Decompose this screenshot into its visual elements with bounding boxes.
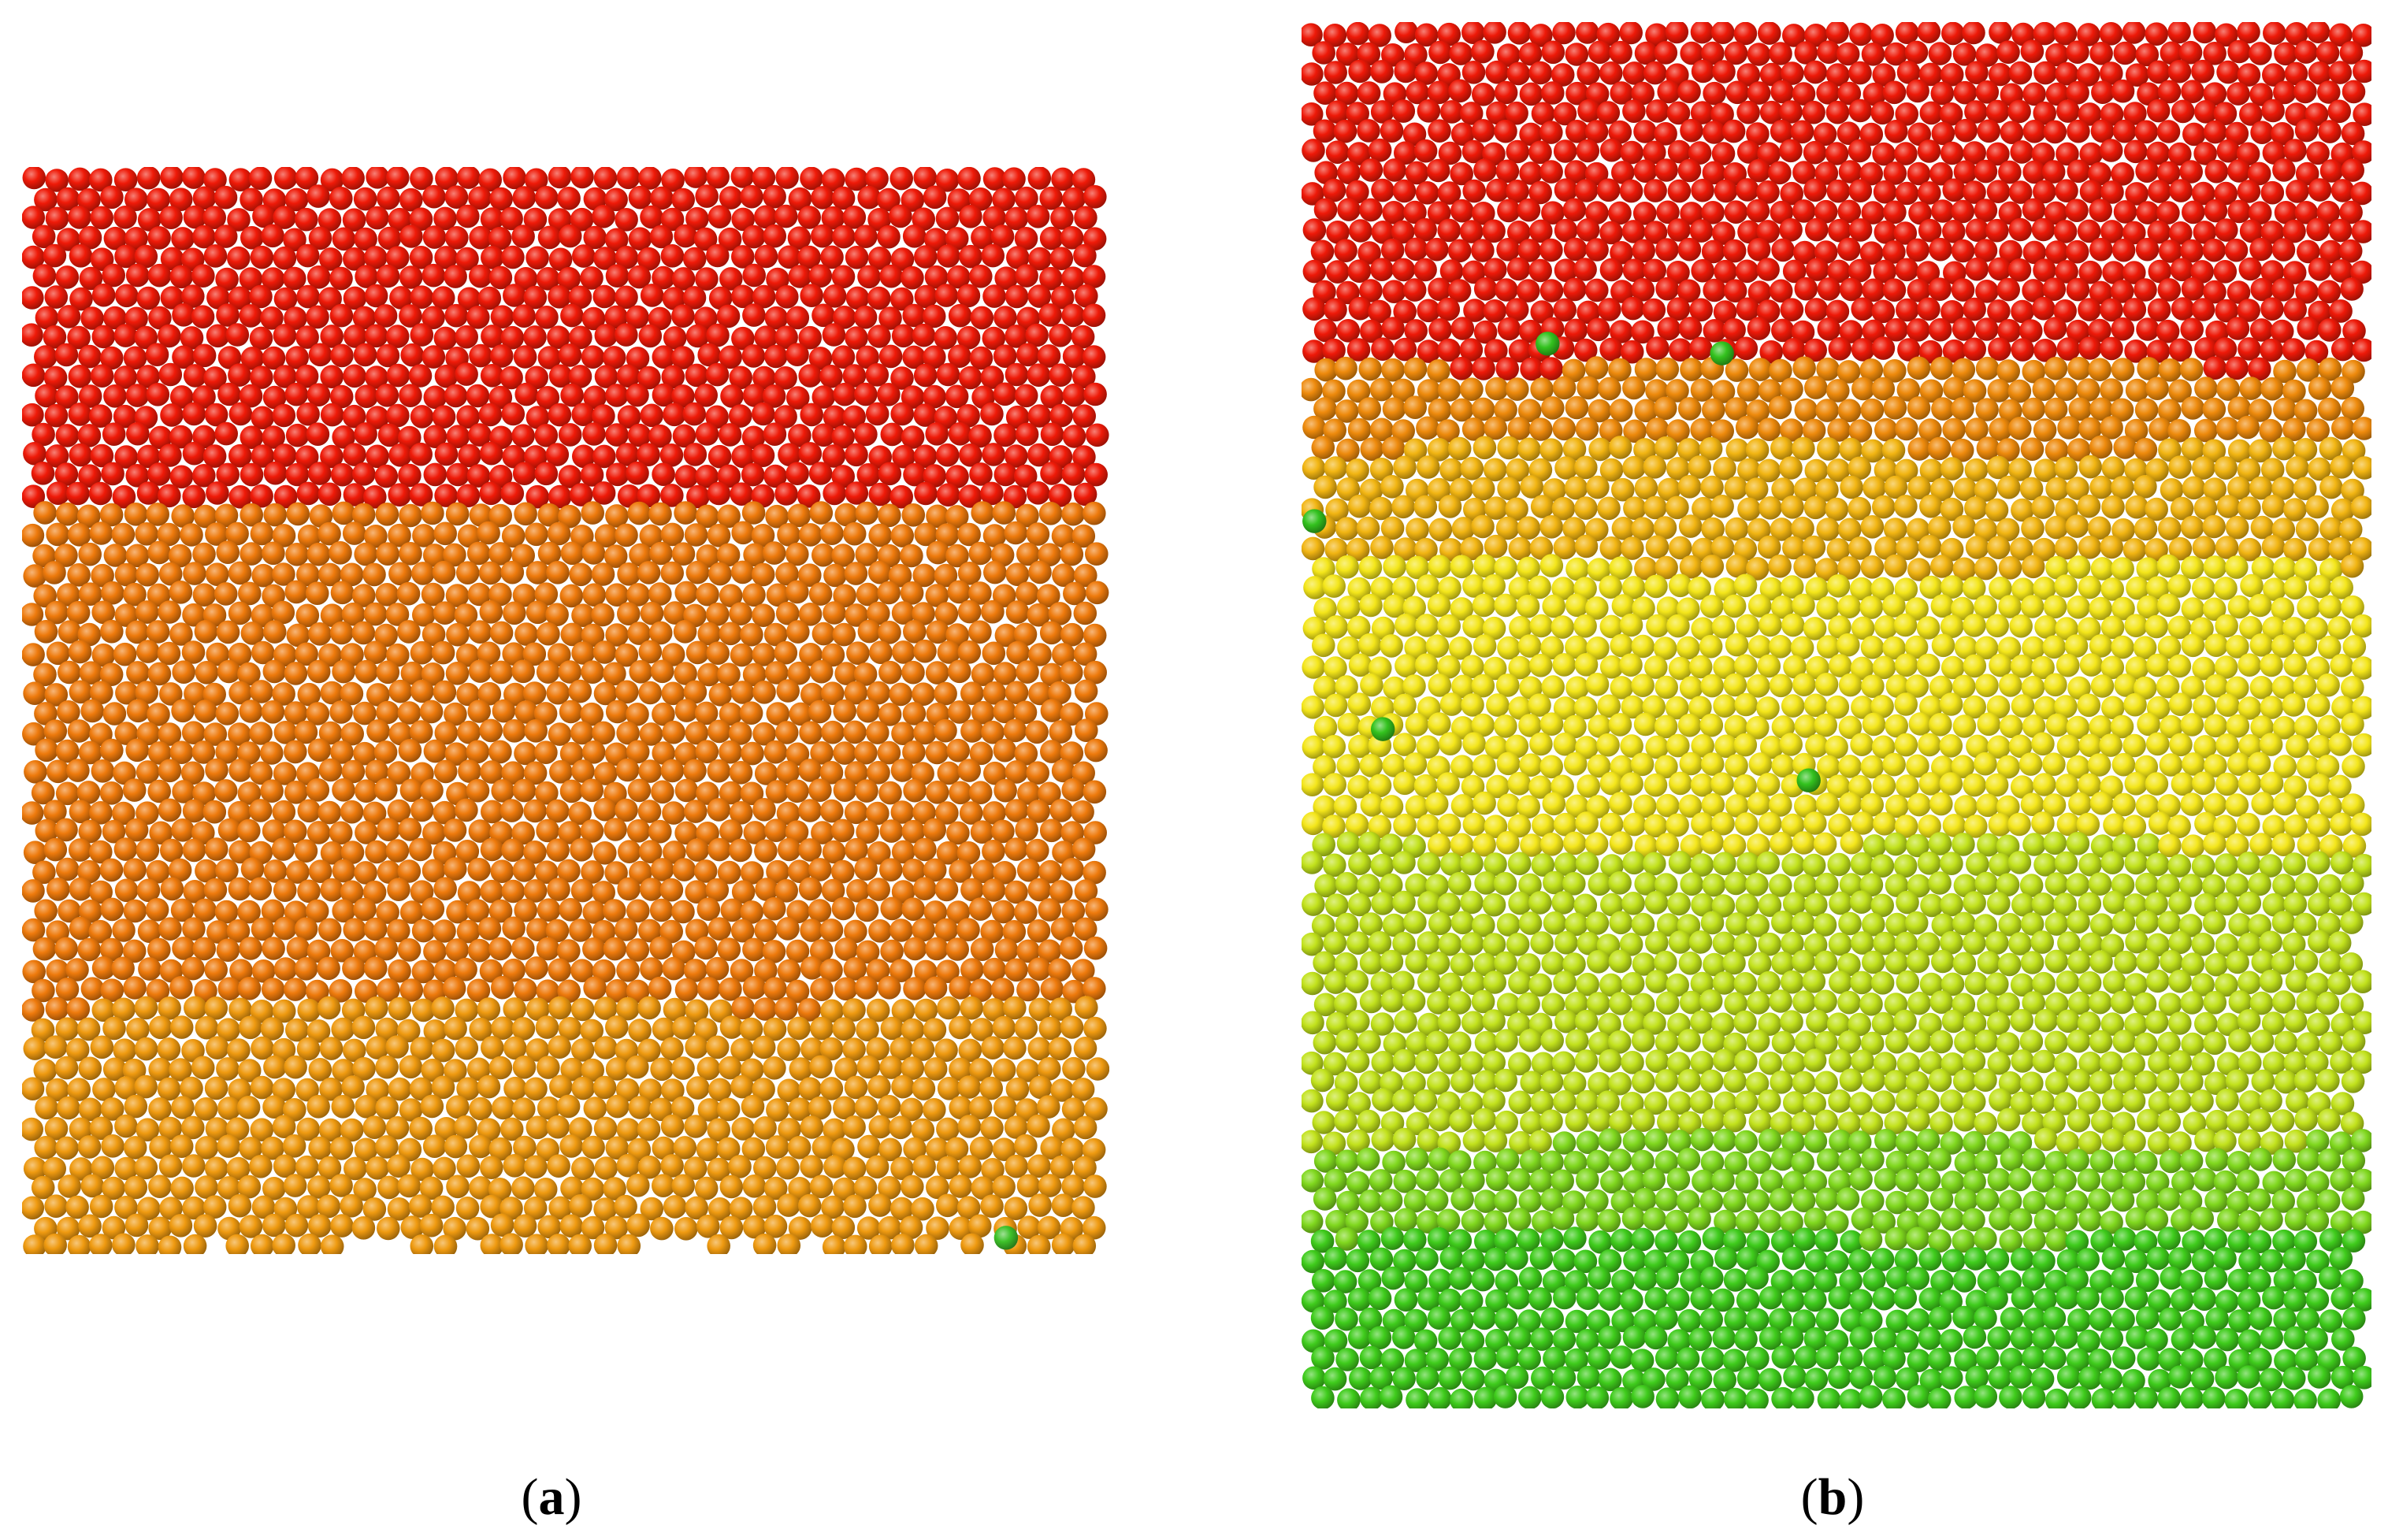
particle-field [22, 167, 1109, 1254]
caption-b: (b) [1800, 1468, 1865, 1526]
panel-b-particle-packing [1302, 22, 2371, 1408]
caption-b-letter: b [1818, 1468, 1848, 1526]
outlier-particle [1536, 332, 1560, 356]
outlier-particle [1302, 509, 1327, 533]
outlier-particle [1796, 768, 1821, 792]
outlier-particle [1370, 717, 1395, 741]
particle-field [1302, 22, 2371, 1408]
panel-a-svg [22, 167, 1109, 1254]
panel-b-svg [1302, 22, 2371, 1408]
outlier-particle [993, 1226, 1019, 1250]
caption-a-letter: a [538, 1468, 565, 1526]
caption-a: (a) [521, 1468, 582, 1526]
panel-a-particle-packing [22, 167, 1109, 1254]
outlier-particle [1710, 341, 1734, 366]
